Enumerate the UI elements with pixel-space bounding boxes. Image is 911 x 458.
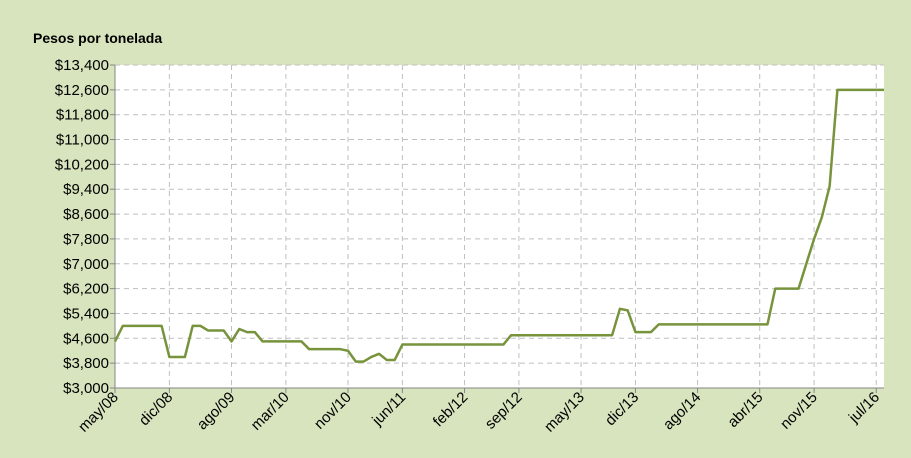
line-series <box>113 88 884 363</box>
y-tick-label: $6,200 <box>63 281 109 298</box>
y-tick-label: $3,800 <box>63 355 109 372</box>
y-tick-label: $7,000 <box>63 256 109 273</box>
y-tick-label: $8,600 <box>63 206 109 223</box>
y-tick-label: $7,800 <box>63 231 109 248</box>
y-tick-label: $12,600 <box>55 82 109 99</box>
y-tick-label: $3,000 <box>63 380 109 397</box>
chart-title: Pesos por tonelada <box>33 30 162 46</box>
plot-area <box>115 65 884 388</box>
y-tick-label: $5,400 <box>63 305 109 322</box>
y-tick-label: $13,400 <box>55 57 109 74</box>
y-tick-label: $11,800 <box>56 107 109 124</box>
y-tick-label: $11,000 <box>56 132 109 149</box>
y-tick-label: $9,400 <box>63 181 109 198</box>
y-tick-label: $4,600 <box>63 330 109 347</box>
y-tick-label: $10,200 <box>55 156 109 173</box>
